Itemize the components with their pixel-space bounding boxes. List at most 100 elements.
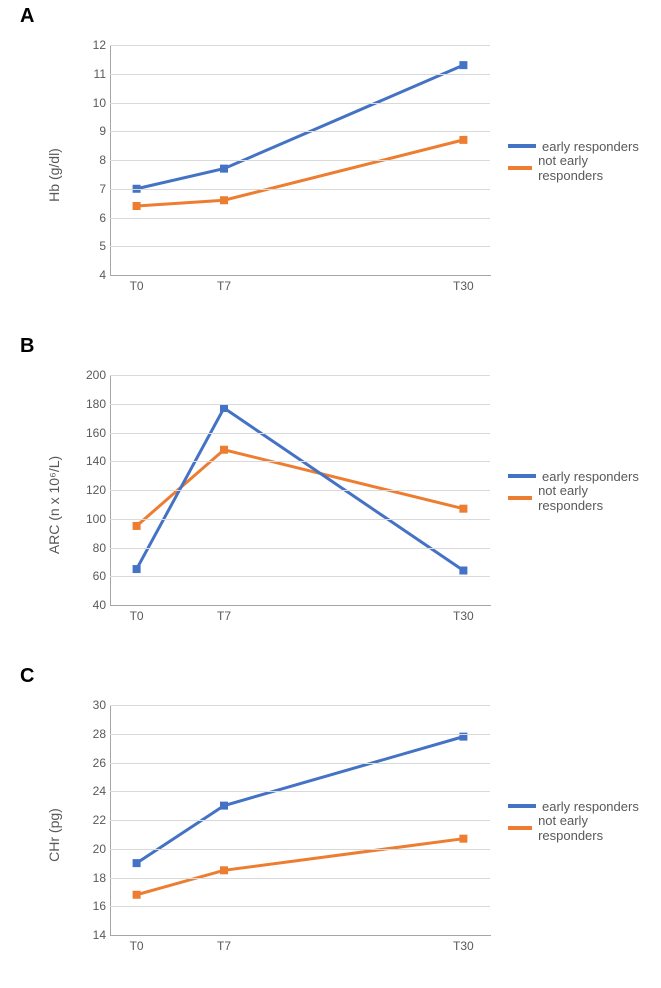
- y-tick-label: 120: [66, 483, 106, 497]
- legend-row-not-early: not early responders: [508, 487, 640, 509]
- y-tick-label: 14: [66, 928, 106, 942]
- y-tick-label: 100: [66, 512, 106, 526]
- series-marker-early: [133, 859, 141, 867]
- series-marker-not-early: [459, 835, 467, 843]
- series-marker-not-early: [133, 202, 141, 210]
- panel-b-label: B: [20, 335, 34, 358]
- y-tick-label: 30: [66, 698, 106, 712]
- gridline: [110, 820, 490, 821]
- legend-swatch-not-early: [508, 166, 532, 170]
- y-tick-label: 200: [66, 368, 106, 382]
- gridline: [110, 131, 490, 132]
- y-tick-label: 26: [66, 756, 106, 770]
- panel-a-label: A: [20, 5, 34, 28]
- series-line-not-early: [137, 140, 464, 206]
- gridline: [110, 519, 490, 520]
- gridline: [110, 849, 490, 850]
- x-tick-label: T30: [453, 279, 474, 293]
- gridline: [110, 160, 490, 161]
- gridline: [110, 548, 490, 549]
- series-marker-early: [220, 404, 228, 412]
- panel-b-y-title: ARC (n x 10⁶/L): [46, 456, 62, 554]
- gridline: [110, 763, 490, 764]
- x-tick-label: T30: [453, 609, 474, 623]
- series-marker-early: [220, 165, 228, 173]
- y-tick-label: 24: [66, 784, 106, 798]
- gridline: [110, 189, 490, 190]
- y-tick-label: 11: [66, 67, 106, 81]
- series-marker-not-early: [220, 446, 228, 454]
- series-line-not-early: [137, 839, 464, 895]
- series-marker-not-early: [220, 196, 228, 204]
- legend-label-early: early responders: [542, 469, 639, 484]
- y-tick-label: 180: [66, 397, 106, 411]
- panel-b: B ARC (n x 10⁶/L) early responders not e…: [0, 335, 661, 655]
- legend-swatch-not-early: [508, 496, 532, 500]
- y-tick-label: 7: [66, 182, 106, 196]
- gridline: [110, 74, 490, 75]
- gridline: [110, 461, 490, 462]
- series-marker-early: [133, 565, 141, 573]
- y-tick-label: 80: [66, 541, 106, 555]
- gridline: [110, 375, 490, 376]
- y-tick-label: 12: [66, 38, 106, 52]
- gridline: [110, 218, 490, 219]
- panel-b-legend: early responders not early responders: [508, 465, 640, 509]
- gridline: [110, 878, 490, 879]
- legend-row-not-early: not early responders: [508, 157, 640, 179]
- series-line-early: [137, 65, 464, 189]
- panel-a-legend: early responders not early responders: [508, 135, 640, 179]
- y-tick-label: 5: [66, 239, 106, 253]
- panel-c-y-title: CHr (pg): [46, 808, 62, 862]
- legend-label-early: early responders: [542, 799, 639, 814]
- y-tick-label: 28: [66, 727, 106, 741]
- y-tick-label: 140: [66, 454, 106, 468]
- y-tick-label: 10: [66, 96, 106, 110]
- y-tick-label: 4: [66, 268, 106, 282]
- y-tick-label: 160: [66, 426, 106, 440]
- gridline: [110, 906, 490, 907]
- legend-swatch-early: [508, 804, 536, 808]
- series-marker-early: [220, 802, 228, 810]
- y-tick-label: 40: [66, 598, 106, 612]
- panel-c-plot: CHr (pg) early responders not early resp…: [60, 695, 640, 975]
- panel-a-y-title: Hb (g/dl): [46, 148, 62, 202]
- series-marker-early: [459, 61, 467, 69]
- y-tick-label: 16: [66, 899, 106, 913]
- x-tick-label: T30: [453, 939, 474, 953]
- y-tick-label: 18: [66, 871, 106, 885]
- gridline: [110, 705, 490, 706]
- gridline: [110, 45, 490, 46]
- x-tick-label: T7: [217, 609, 231, 623]
- gridline: [110, 734, 490, 735]
- panel-c-label: C: [20, 665, 34, 688]
- y-tick-label: 22: [66, 813, 106, 827]
- series-marker-not-early: [220, 866, 228, 874]
- panel-c: C CHr (pg) early responders not early re…: [0, 665, 661, 985]
- x-tick-label: T0: [130, 939, 144, 953]
- x-tick-label: T0: [130, 279, 144, 293]
- gridline: [110, 103, 490, 104]
- panel-a-plot: Hb (g/dl) early responders not early res…: [60, 35, 640, 315]
- y-tick-label: 60: [66, 569, 106, 583]
- y-tick-label: 6: [66, 211, 106, 225]
- x-tick-label: T7: [217, 939, 231, 953]
- series-marker-early: [459, 567, 467, 575]
- y-tick-label: 9: [66, 124, 106, 138]
- gridline: [110, 404, 490, 405]
- legend-swatch-early: [508, 144, 536, 148]
- x-tick-label: T0: [130, 609, 144, 623]
- y-tick-label: 20: [66, 842, 106, 856]
- series-marker-not-early: [133, 522, 141, 530]
- legend-swatch-early: [508, 474, 536, 478]
- series-marker-not-early: [459, 505, 467, 513]
- gridline: [110, 246, 490, 247]
- panel-a: A Hb (g/dl) early responders not early r…: [0, 5, 661, 325]
- series-marker-not-early: [133, 891, 141, 899]
- legend-label-early: early responders: [542, 139, 639, 154]
- panel-c-legend: early responders not early responders: [508, 795, 640, 839]
- gridline: [110, 433, 490, 434]
- legend-row-not-early: not early responders: [508, 817, 640, 839]
- gridline: [110, 490, 490, 491]
- series-marker-not-early: [459, 136, 467, 144]
